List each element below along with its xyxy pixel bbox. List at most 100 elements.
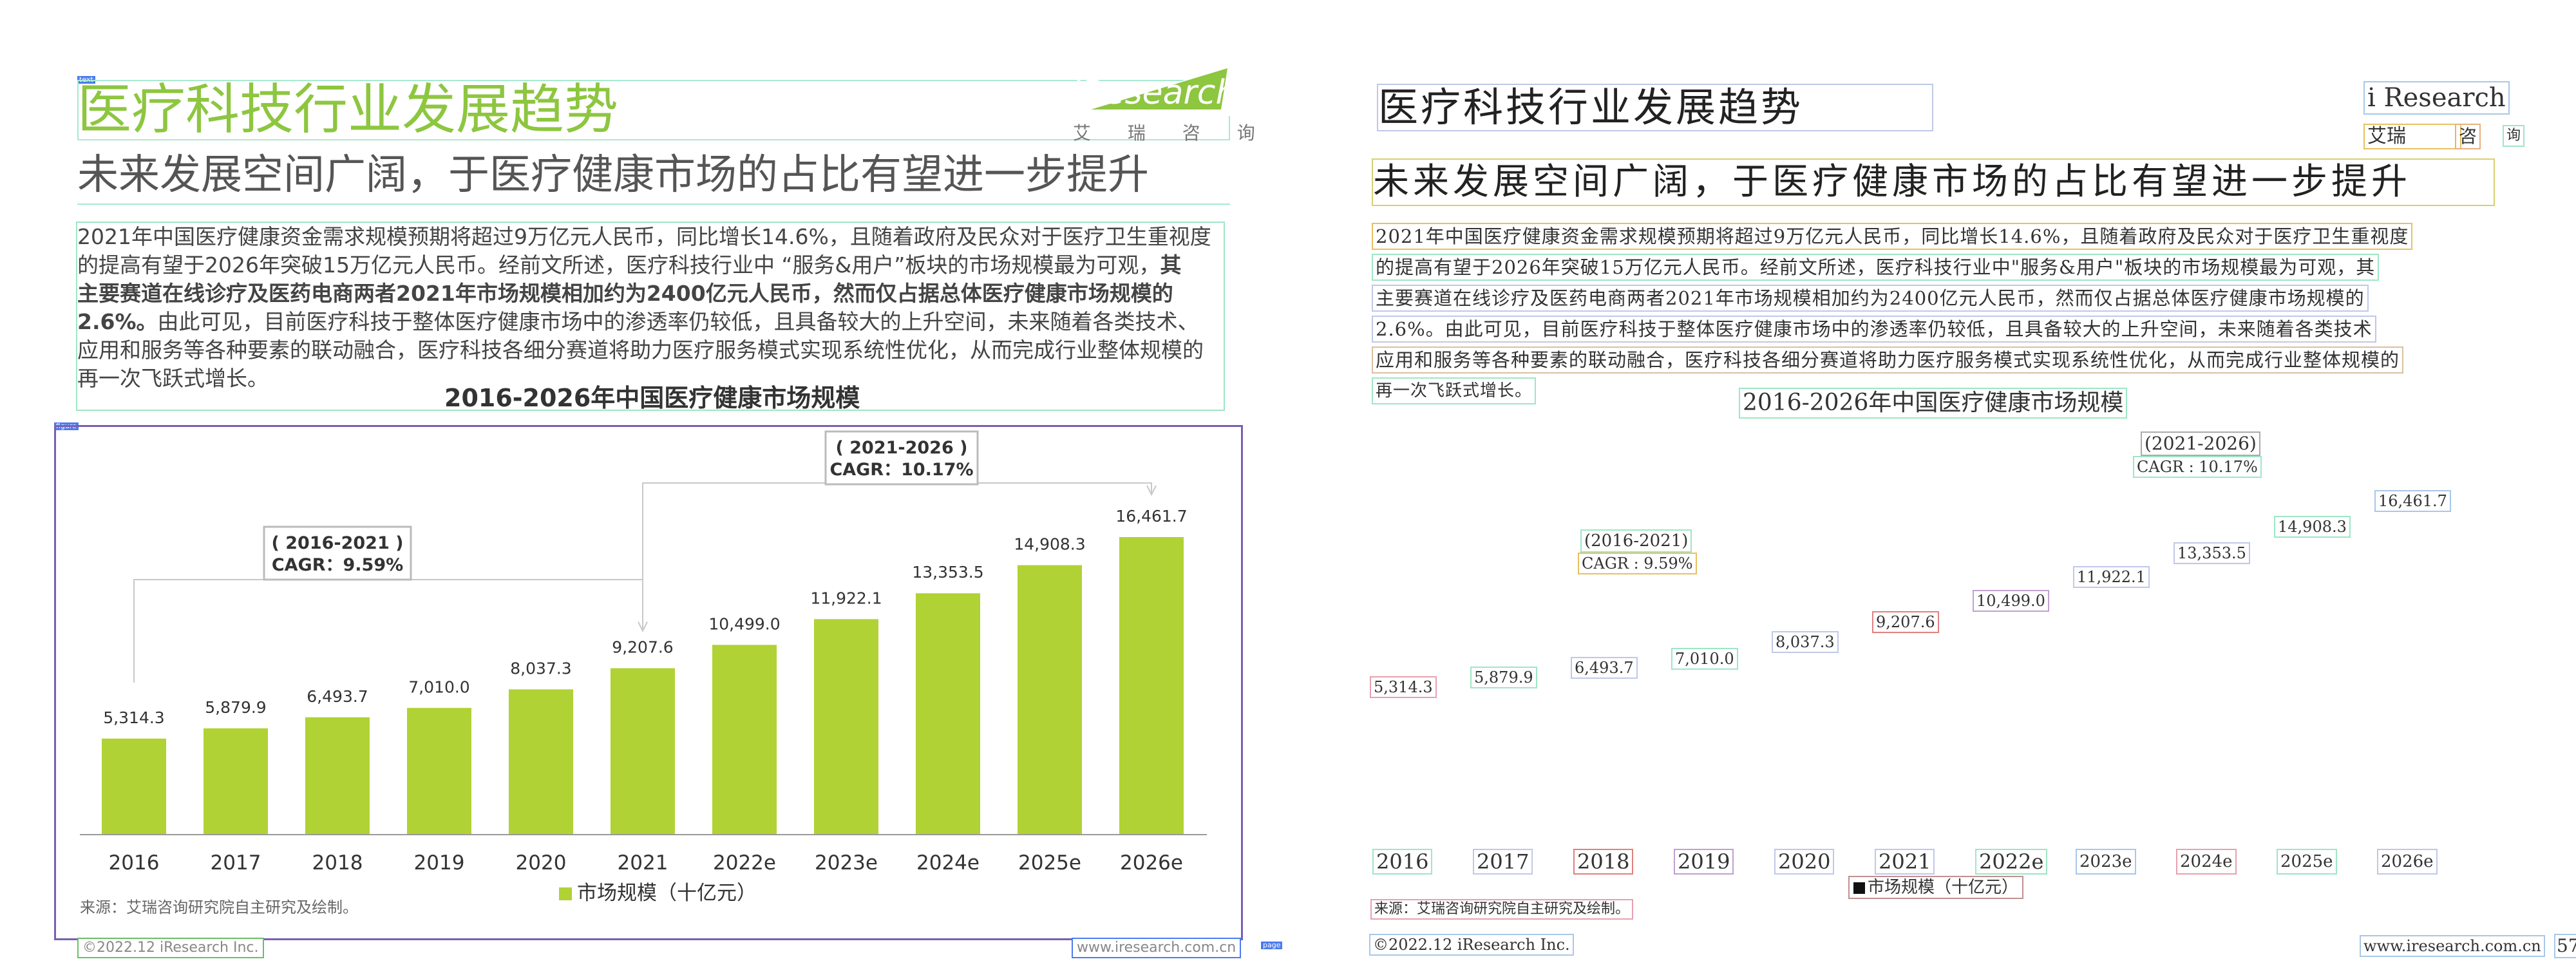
page-title-text: 医疗科技行业发展趋势 <box>77 78 619 141</box>
r-x-tick-label-2021: 2021 <box>1875 849 1935 875</box>
bar-2026e <box>1119 537 1184 835</box>
r-legend-swatch-icon <box>1853 882 1865 894</box>
r-body-line-5: 应用和服务等各种要素的联动融合，医疗科技各细分赛道将助力医疗服务模式实现系统性优… <box>1372 346 2404 374</box>
r-value-label-2023e: 11,922.1 <box>2073 565 2150 588</box>
value-label-2026e: 16,461.7 <box>1115 507 1187 526</box>
body-line-4-text: 由此可见，目前医疗科技于整体医疗健康市场中的渗透率仍较低，且具备较大的上升空间，… <box>157 309 1199 334</box>
r-x-tick-label-2017: 2017 <box>1473 849 1533 875</box>
r-value-label-2020: 8,037.3 <box>1772 630 1839 653</box>
r-x-tick-label-2019: 2019 <box>1674 849 1734 875</box>
r-annotation-1-cagr: CAGR : 9.59% <box>1578 553 1697 574</box>
x-tick-label-2023e: 2023e <box>815 851 878 875</box>
r-x-tick-label-2022e: 2022e <box>1975 849 2048 875</box>
bar-2021 <box>611 668 675 835</box>
r-body-line-2: 的提高有望于2026年突破15万亿元人民币。经前文所述，医疗科技行业中"服务&用… <box>1372 254 2380 281</box>
r-x-tick-label-2020: 2020 <box>1774 849 1835 875</box>
r-value-label-2019: 7,010.0 <box>1671 648 1738 670</box>
r-logo-cn-2: 咨 <box>2455 124 2481 149</box>
body-line-2-bold: 其 <box>1160 252 1182 278</box>
r-page-title: 医疗科技行业发展趋势 <box>1377 84 1933 131</box>
body-line-4: 2.6%。由此可见，目前医疗科技于整体医疗健康市场中的渗透率仍较低，且具备较大的… <box>77 308 1224 336</box>
r-body-line-1: 2021年中国医疗健康资金需求规模预期将超过9万亿元人民币，同比增长14.6%，… <box>1372 223 2413 250</box>
x-tick-label-2025e: 2025e <box>1018 851 1081 875</box>
r-x-tick-label-2016: 2016 <box>1372 849 1433 875</box>
r-value-label-2021: 9,207.6 <box>1872 611 1939 634</box>
value-label-2025e: 14,908.3 <box>1014 535 1085 554</box>
right-panel: 医疗科技行业发展趋势 i Research 艾瑞 咨 询 未来发展空间广阔，于医… <box>1288 0 2576 966</box>
value-label-2024e: 13,353.5 <box>912 563 983 582</box>
logo: iResearch 艾 瑞 咨 询 <box>1069 64 1255 148</box>
r-page-number: 57 <box>2554 934 2576 958</box>
r-x-tick-label-2024e: 2024e <box>2176 849 2237 875</box>
bar-2023e <box>814 619 878 835</box>
logo-cn-text: 艾 瑞 咨 询 <box>1073 122 1271 144</box>
r-page-subtitle: 未来发展空间广阔，于医疗健康市场的占比有望进一步提升 <box>1372 158 2495 206</box>
bar-2017 <box>204 728 268 835</box>
chart-title: 2016-2026年中国医疗健康市场规模 <box>444 384 860 412</box>
value-label-2018: 6,493.7 <box>307 687 368 706</box>
body-paragraph: 2021年中国医疗健康资金需求规模预期将超过9万亿元人民币，同比增长14.6%，… <box>76 222 1225 411</box>
value-label-2017: 5,879.9 <box>205 698 266 717</box>
cagr-annotation-1-box <box>263 526 412 581</box>
r-legend-label: 市场规模（十亿元） <box>1868 878 2019 897</box>
r-source-note: 来源：艾瑞咨询研究院自主研究及绘制。 <box>1370 899 1634 920</box>
value-label-2022e: 10,499.0 <box>708 614 780 633</box>
r-footer-copyright: ©2022.12 iResearch Inc. <box>1369 934 1574 956</box>
bar-2019 <box>407 708 471 835</box>
bar-2022e <box>712 645 777 835</box>
logo-mark-icon <box>1082 64 1230 116</box>
x-tick-label-2016: 2016 <box>109 851 160 875</box>
r-x-tick-label-2025e: 2025e <box>2277 849 2337 875</box>
logo-text: iResearch <box>1072 73 1237 112</box>
r-value-label-2022e: 10,499.0 <box>1973 589 2049 612</box>
r-footer-url[interactable]: www.iresearch.com.cn <box>2360 935 2545 957</box>
cagr-2-arrowhead <box>1146 485 1157 497</box>
r-value-label-2018: 6,493.7 <box>1571 656 1638 679</box>
cagr-annotation-2-box <box>824 430 979 486</box>
x-tick-label-2024e: 2024e <box>916 851 980 875</box>
x-tick-label-2022e: 2022e <box>713 851 776 875</box>
cagr-1-arrow <box>638 612 648 632</box>
bar-2018 <box>305 717 370 835</box>
body-line-4-bold: 2.6%。 <box>77 309 158 334</box>
cagr-annotation-1-period: ( 2016-2021 ) <box>272 533 404 553</box>
page-tag: page <box>1261 942 1283 949</box>
r-value-label-2016: 5,314.3 <box>1370 676 1437 699</box>
bar-2016 <box>102 738 166 835</box>
x-tick-label-2018: 2018 <box>312 851 363 875</box>
cagr-annotation-2-period: ( 2021-2026 ) <box>836 438 968 458</box>
value-label-2019: 7,010.0 <box>408 677 469 696</box>
value-label-2016: 5,314.3 <box>103 708 164 727</box>
x-tick-label-2026e: 2026e <box>1120 851 1183 875</box>
x-tick-label-2021: 2021 <box>618 851 668 875</box>
value-label-2021: 9,207.6 <box>612 638 673 657</box>
legend-swatch-icon <box>559 887 572 900</box>
source-note: 来源：艾瑞咨询研究院自主研究及绘制。 <box>80 898 358 916</box>
x-tick-label-2017: 2017 <box>211 851 261 875</box>
r-body-line-4: 2.6%。由此可见，目前医疗科技于整体医疗健康市场中的渗透率仍较低，且具备较大的… <box>1372 316 2376 343</box>
bar-2024e <box>916 593 980 835</box>
value-label-2023e: 11,922.1 <box>810 589 882 607</box>
footer-url[interactable]: www.iresearch.com.cn <box>1072 938 1242 958</box>
body-line-1: 2021年中国医疗健康资金需求规模预期将超过9万亿元人民币，同比增长14.6%，… <box>77 224 1211 249</box>
cagr-annotation-1-cagr: CAGR：9.59% <box>272 555 403 575</box>
cagr-annotation-2-cagr: CAGR：10.17% <box>829 460 973 480</box>
body-line-6: 再一次飞跃式增长。 <box>77 366 269 391</box>
r-annotation-1-period: (2016-2021) <box>1580 529 1692 553</box>
r-value-label-2017: 5,879.9 <box>1470 667 1537 689</box>
r-x-tick-label-2023e: 2023e <box>2076 849 2136 875</box>
body-line-3: 主要赛道在线诊疗及医药电商两者2021年市场规模相加约为2400亿元人民币，然而… <box>77 281 1173 306</box>
r-x-tick-label-2018: 2018 <box>1573 849 1634 875</box>
r-logo-text: i Research <box>2363 81 2510 115</box>
body-line-5: 应用和服务等各种要素的联动融合，医疗科技各细分赛道将助力医疗服务模式实现系统性优… <box>77 337 1204 363</box>
r-x-tick-label-2026e: 2026e <box>2377 849 2438 875</box>
value-label-2020: 8,037.3 <box>510 659 571 677</box>
x-tick-label-2020: 2020 <box>516 851 567 875</box>
r-body-line-6: 再一次飞跃式增长。 <box>1372 377 1537 404</box>
bar-chart: 5,314.3 2016 5,879.9 2017 6,493.7 2018 7,010.0… <box>80 430 1207 905</box>
r-logo-cn-3: 询 <box>2503 125 2525 147</box>
r-body-line-3: 主要赛道在线诊疗及医药电商两者2021年市场规模相加约为2400亿元人民币，然而… <box>1372 285 2369 312</box>
body-line-2-text: 的提高有望于2026年突破15万亿元人民币。经前文所述，医疗科技行业中 “服务&… <box>77 252 1160 278</box>
r-annotation-2-cagr: CAGR : 10.17% <box>2133 456 2262 478</box>
r-value-label-2025e: 14,908.3 <box>2274 516 2351 538</box>
